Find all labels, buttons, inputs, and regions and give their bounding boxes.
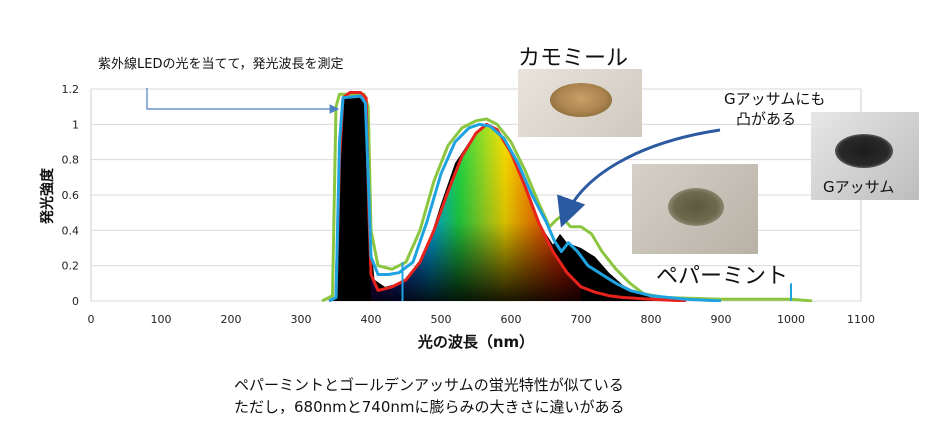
y-tick-label: 0.4: [62, 224, 80, 237]
x-tick-label: 300: [291, 313, 312, 326]
bump-note-line2: 凸がある: [736, 110, 797, 128]
x-tick-label: 800: [641, 313, 662, 326]
chamomile-label: カモミール: [518, 46, 629, 71]
series-lines: [321, 91, 813, 302]
x-tick-label: 1000: [777, 313, 805, 326]
x-tick-labels: 0 100 200 300 400 500 600 700 800 900 1000 1100: [88, 313, 876, 326]
x-tick-label: 500: [431, 313, 452, 326]
y-tick-label: 0.2: [62, 260, 80, 273]
led-arrow: [146, 88, 340, 114]
x-tick-label: 1100: [847, 313, 875, 326]
y-tick-label: 1.2: [62, 83, 80, 96]
chamomile-tea-pile: [550, 83, 612, 117]
y-tick-label: 0.8: [62, 154, 80, 167]
x-axis-label: 光の波長（nm）: [417, 333, 534, 351]
assam-tea-pile: [835, 134, 893, 168]
y-tick-label: 0.6: [62, 189, 80, 202]
x-tick-label: 200: [221, 313, 242, 326]
series-line-assam: [321, 92, 813, 302]
led-note: 紫外線LEDの光を当てて，発光波長を測定: [98, 57, 344, 72]
peppermint-tea-pile: [668, 188, 724, 226]
x-tick-label: 100: [151, 313, 172, 326]
x-tick-label: 600: [501, 313, 522, 326]
peppermint-photo: [632, 164, 758, 254]
x-tick-label: 900: [711, 313, 732, 326]
series-line-peppermint: [328, 94, 722, 302]
assam-photo: Gアッサム: [811, 112, 919, 200]
y-axis-label: 発光強度: [39, 167, 56, 225]
conclusion-line2: ただし，680nmと740nmに膨らみの大きさに違いがある: [234, 398, 625, 416]
y-tick-label: 0: [72, 295, 79, 308]
bump-arrow: [557, 128, 721, 228]
chamomile-photo: [518, 69, 642, 137]
x-tick-label: 0: [88, 313, 95, 326]
conclusion-line1: ペパーミントとゴールデンアッサムの蛍光特性が似ている: [234, 376, 624, 394]
assam-label: Gアッサム: [823, 178, 895, 196]
y-tick-labels: 0 0.2 0.4 0.6 0.8 1 1.2: [62, 83, 80, 308]
series-line-chamomile: [328, 91, 687, 302]
x-tick-label: 400: [361, 313, 382, 326]
peppermint-label: ペパーミント: [656, 264, 789, 289]
bump-note-line1: Gアッサムにも: [724, 90, 826, 108]
y-tick-label: 1: [72, 118, 79, 131]
x-tick-label: 700: [571, 313, 592, 326]
